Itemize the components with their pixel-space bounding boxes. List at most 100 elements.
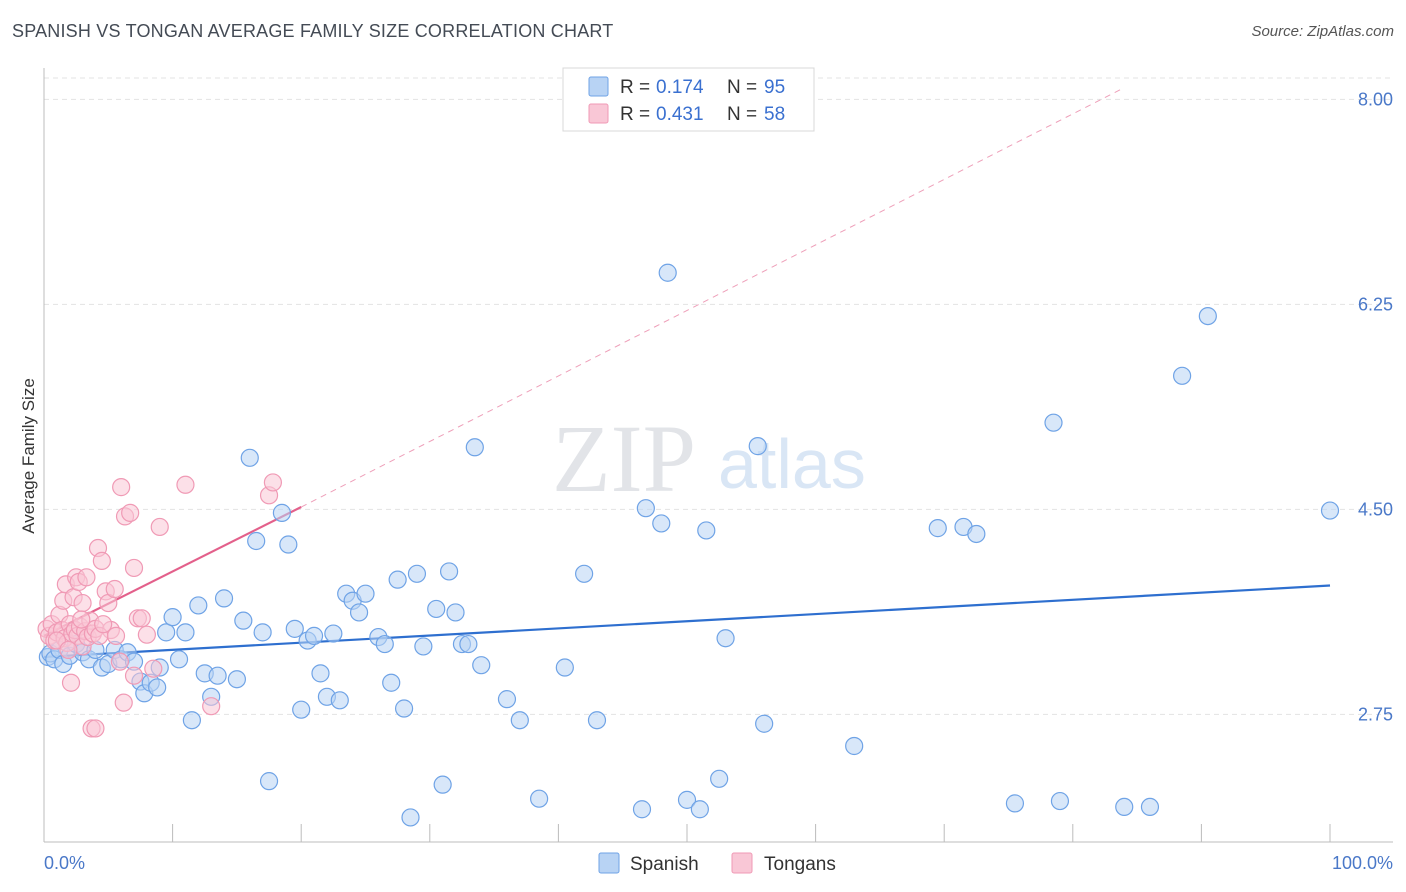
point-spanish xyxy=(1320,501,1340,520)
point-spanish xyxy=(433,775,452,794)
point-spanish xyxy=(285,619,304,638)
bottom-legend-swatch-spanish xyxy=(598,852,620,874)
point-spanish xyxy=(394,699,414,718)
point-spanish xyxy=(382,673,401,692)
point-tongans xyxy=(114,693,133,712)
point-spanish xyxy=(182,711,201,730)
point-spanish xyxy=(279,535,298,554)
chart-title: SPANISH VS TONGAN AVERAGE FAMILY SIZE CO… xyxy=(12,21,614,41)
point-tongans xyxy=(110,652,129,671)
legend-r-label-spanish: R = xyxy=(620,77,650,98)
point-spanish xyxy=(652,514,671,533)
chart-source: Source: ZipAtlas.com xyxy=(1251,23,1394,40)
point-tongans xyxy=(137,625,156,644)
legend-swatch-spanish xyxy=(588,76,609,97)
point-tongans xyxy=(121,503,140,522)
point-spanish xyxy=(967,524,986,544)
point-spanish xyxy=(1198,306,1217,326)
point-spanish xyxy=(636,499,655,518)
point-spanish xyxy=(748,437,767,456)
point-spanish xyxy=(465,438,484,457)
point-tongans xyxy=(73,593,92,613)
point-tongans xyxy=(86,719,105,738)
watermark-zip: ZIP xyxy=(552,405,696,512)
axes: 2.75 4.50 6.25 8.00 xyxy=(43,68,1393,843)
point-tongans xyxy=(61,673,81,692)
point-spanish xyxy=(530,789,549,808)
x-tick-label-min: 0.0% xyxy=(44,853,85,873)
point-spanish xyxy=(349,603,369,622)
point-tongans xyxy=(77,568,96,587)
point-spanish xyxy=(324,624,343,643)
legend-r-label-tongans: R = xyxy=(620,104,650,125)
data-points xyxy=(37,263,1340,827)
point-spanish xyxy=(658,263,677,282)
point-tongans xyxy=(176,475,195,494)
point-spanish xyxy=(459,634,478,654)
point-spanish xyxy=(575,564,594,583)
point-spanish xyxy=(1173,366,1192,385)
point-spanish xyxy=(259,772,279,791)
point-spanish xyxy=(208,666,227,685)
point-spanish xyxy=(163,608,182,627)
point-spanish xyxy=(414,637,433,656)
legend-n-value-tongans: 58 xyxy=(764,104,785,125)
point-spanish xyxy=(234,611,253,630)
legend: R = 0.174 N = 95 R = 0.431 N = 58 xyxy=(562,67,815,132)
trend-line-spanish xyxy=(43,584,1331,659)
point-tongans xyxy=(124,558,144,578)
point-spanish xyxy=(632,800,652,819)
point-tongans xyxy=(132,609,151,628)
point-spanish xyxy=(690,800,709,819)
point-spanish xyxy=(1115,797,1134,817)
point-spanish xyxy=(272,503,292,522)
x-tick-label-max: 100.0% xyxy=(1332,853,1393,873)
bottom-legend-label-spanish: Spanish xyxy=(630,854,699,875)
point-spanish xyxy=(304,626,324,645)
point-spanish xyxy=(1044,413,1063,432)
point-spanish xyxy=(157,623,176,642)
point-spanish xyxy=(247,531,266,551)
point-spanish xyxy=(716,629,735,648)
legend-n-label-spanish: N = xyxy=(727,77,757,98)
point-spanish xyxy=(510,711,529,730)
point-tongans xyxy=(112,478,131,497)
point-spanish xyxy=(1050,791,1070,811)
point-spanish xyxy=(330,691,349,710)
point-spanish xyxy=(677,790,697,809)
point-spanish xyxy=(375,634,394,654)
point-tongans xyxy=(150,517,169,537)
point-spanish xyxy=(240,448,259,467)
y-axis-label: Average Family Size xyxy=(19,378,38,534)
y-tick-label: 6.25 xyxy=(1358,294,1393,314)
series-legend: Spanish Tongans xyxy=(598,852,836,875)
point-tongans xyxy=(94,615,113,634)
point-tongans xyxy=(263,473,283,492)
point-spanish xyxy=(472,656,491,675)
point-spanish xyxy=(710,769,729,788)
point-spanish xyxy=(697,521,716,540)
point-spanish xyxy=(311,664,330,683)
point-spanish xyxy=(388,570,407,589)
legend-swatch-tongans xyxy=(588,103,609,124)
point-spanish xyxy=(427,599,446,619)
point-tongans xyxy=(124,666,144,685)
bottom-legend-swatch-tongans xyxy=(731,852,753,874)
point-spanish xyxy=(1140,797,1160,817)
point-tongans xyxy=(92,551,111,571)
point-tongans xyxy=(59,640,78,660)
bottom-legend-label-tongans: Tongans xyxy=(764,854,836,875)
trend-lines xyxy=(43,87,1331,659)
point-tongans xyxy=(202,697,221,716)
legend-n-value-spanish: 95 xyxy=(764,77,785,98)
point-spanish xyxy=(587,711,607,730)
point-spanish xyxy=(214,589,234,608)
point-spanish xyxy=(253,623,272,642)
watermark-atlas: atlas xyxy=(718,425,866,503)
point-spanish xyxy=(227,670,246,689)
point-spanish xyxy=(292,700,311,719)
point-spanish xyxy=(189,596,208,615)
point-spanish xyxy=(401,808,420,827)
trend-extension-tongans xyxy=(300,87,1125,508)
